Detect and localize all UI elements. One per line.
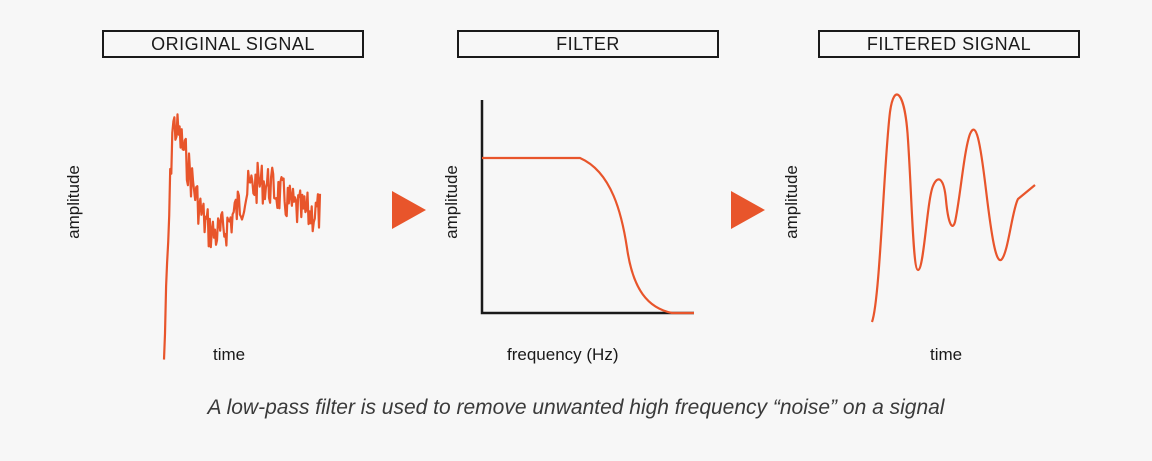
original-signal-ylabel: amplitude [64, 165, 83, 239]
play-arrow-icon [731, 191, 765, 229]
filter-response-curve [482, 156, 694, 315]
filtered-signal-title: FILTERED SIGNAL [818, 30, 1080, 58]
noisy-signal-line [162, 113, 322, 360]
original-signal-title: ORIGINAL SIGNAL [102, 30, 364, 58]
original-signal-xlabel: time [213, 345, 246, 364]
filtered-signal-ylabel: amplitude [782, 165, 801, 239]
filter-ylabel: amplitude [442, 165, 461, 239]
caption: A low-pass filter is used to remove unwa… [207, 396, 945, 419]
play-arrow-icon [392, 191, 426, 229]
filter-axes [480, 100, 694, 315]
filtered-signal-xlabel: time [930, 345, 963, 364]
smooth-signal-line [870, 93, 1036, 323]
filter-xlabel: frequency (Hz) [507, 345, 619, 364]
filter-title: FILTER [457, 30, 719, 58]
